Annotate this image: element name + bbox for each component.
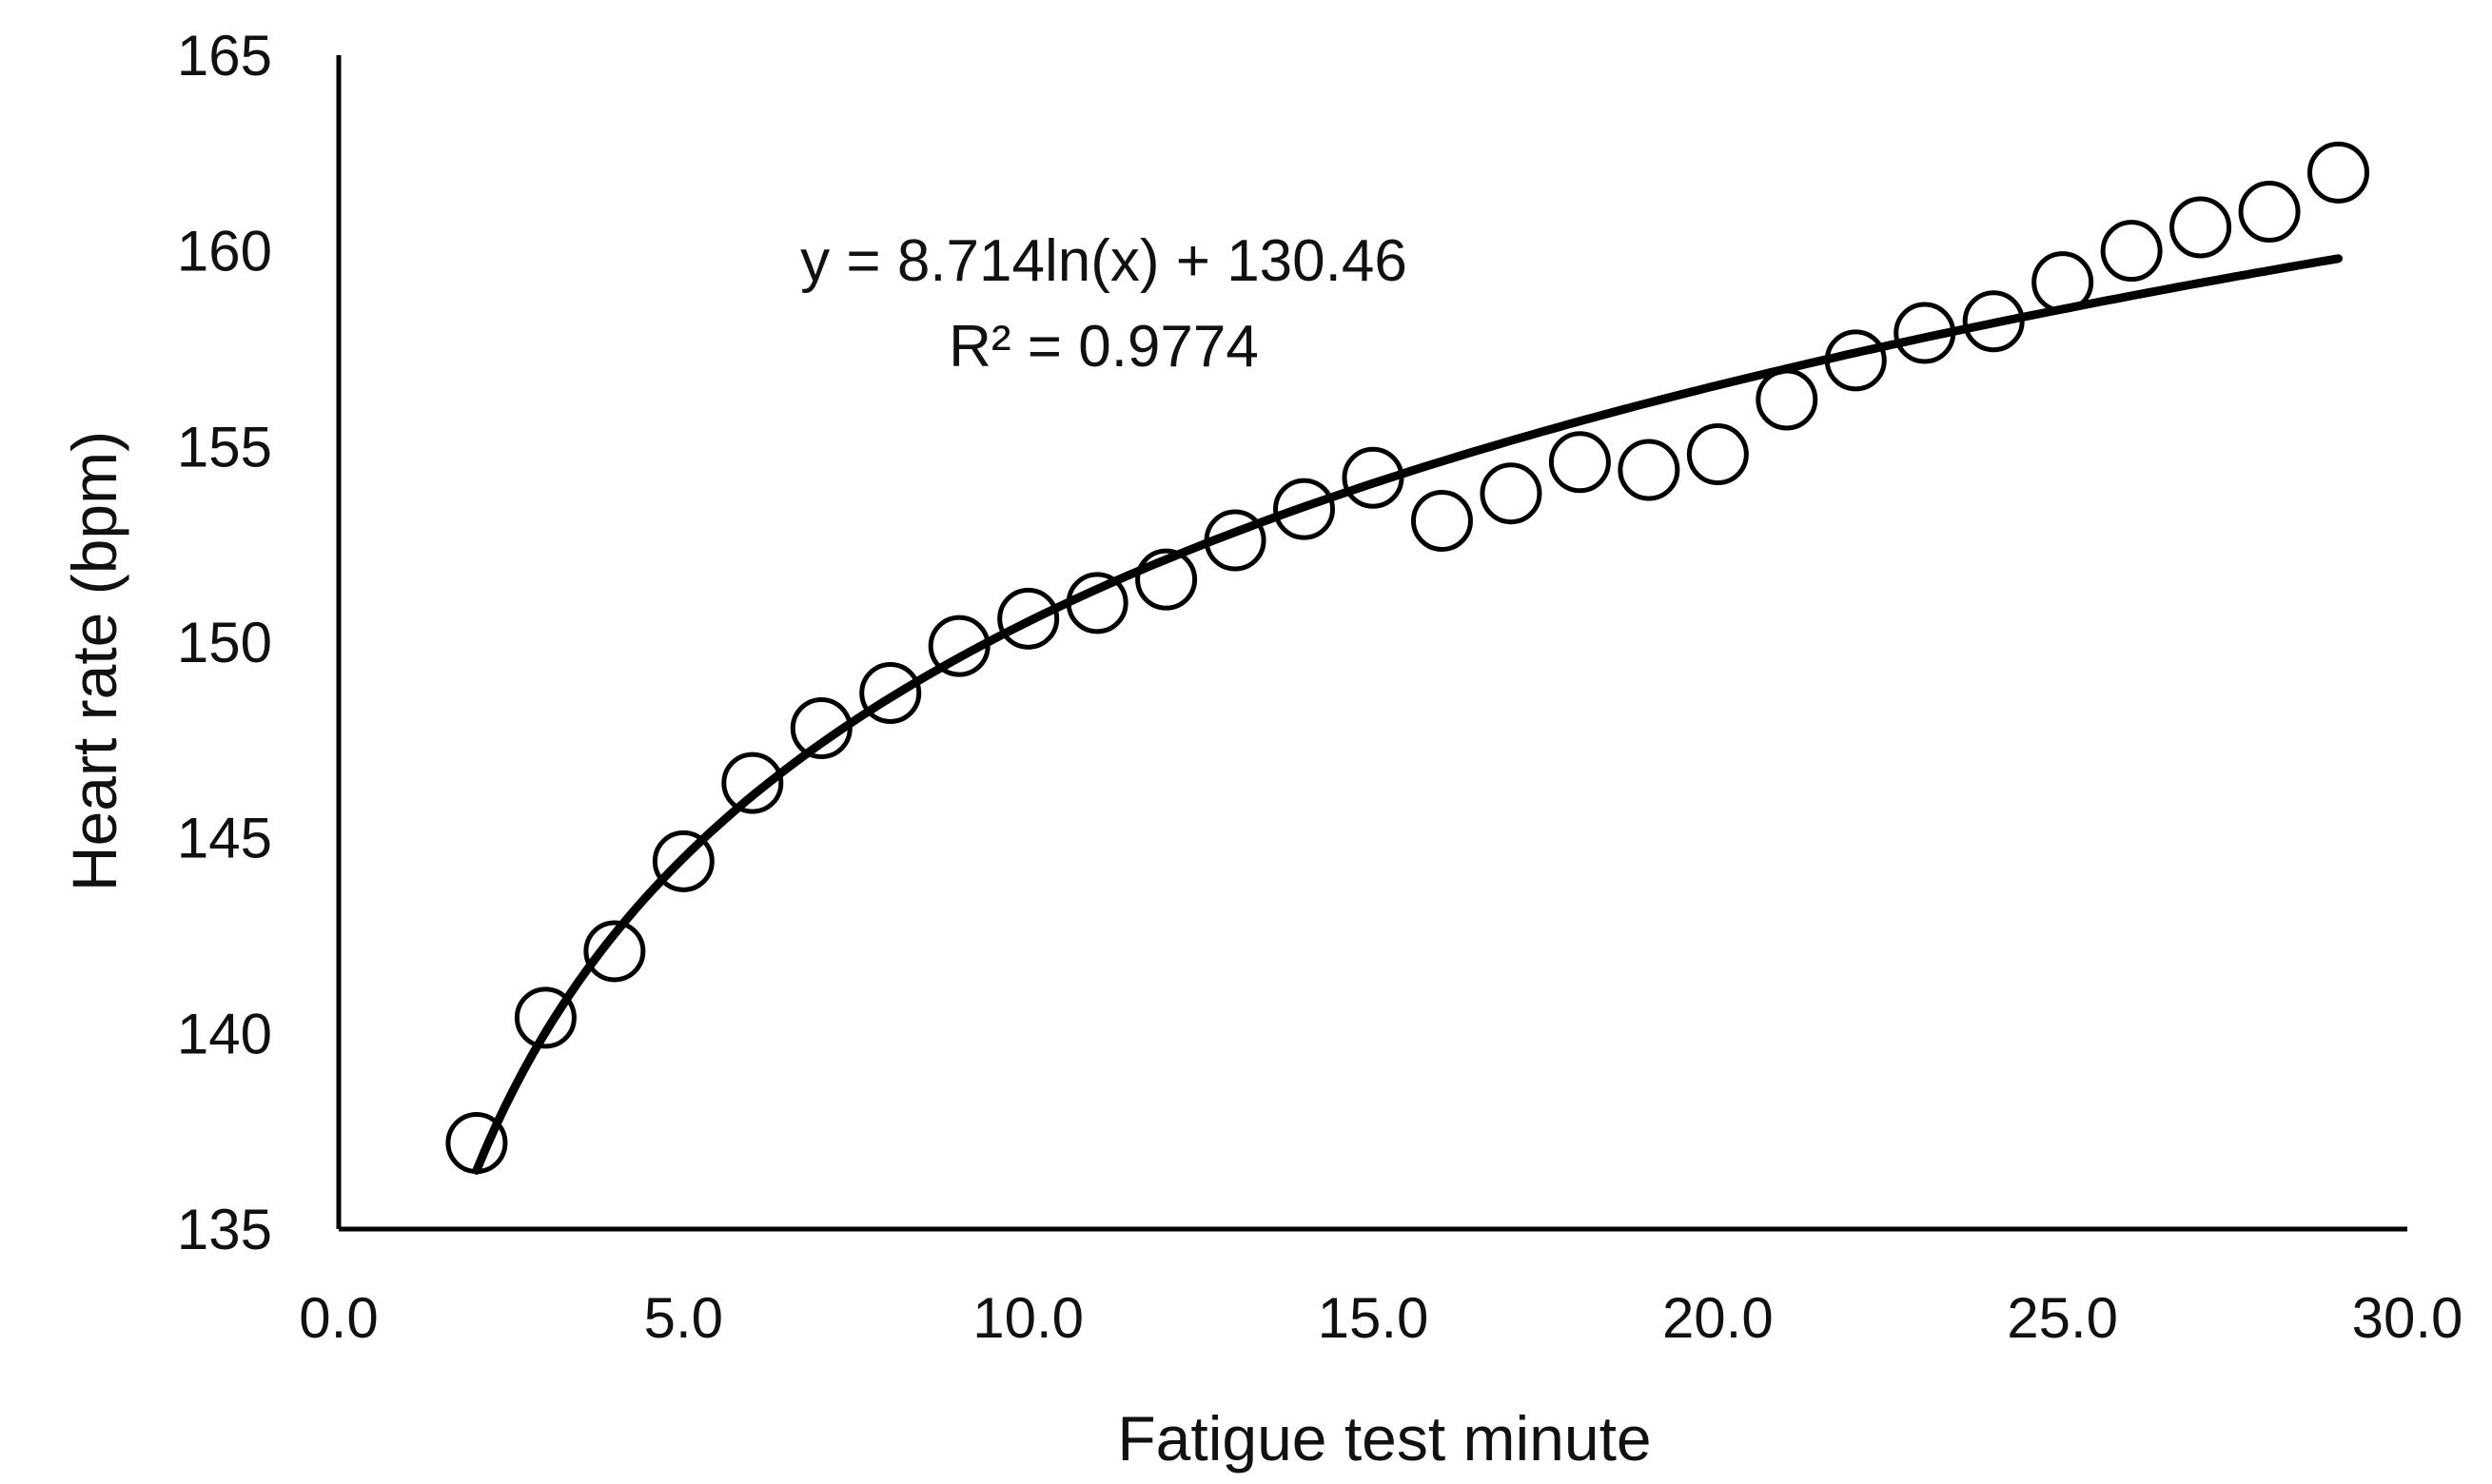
data-point xyxy=(1204,509,1266,572)
x-tick-label: 5.0 xyxy=(644,1286,723,1350)
trendline-r-squared: R² = 0.9774 xyxy=(949,314,1259,380)
y-tick-label: 140 xyxy=(177,1002,272,1065)
data-point xyxy=(2307,141,2370,204)
data-point xyxy=(652,830,715,892)
data-point xyxy=(1618,439,1680,501)
trendline xyxy=(472,254,2343,1175)
y-tick-label: 150 xyxy=(177,611,272,674)
data-point xyxy=(2169,196,2232,259)
data-point xyxy=(1756,368,1818,431)
data-point xyxy=(1410,489,1473,552)
data-point xyxy=(445,1112,508,1175)
data-point xyxy=(1135,548,1198,611)
data-point xyxy=(2238,181,2301,244)
y-tick-label: 165 xyxy=(177,24,272,88)
data-points xyxy=(445,141,2370,1175)
x-tick-label: 20.0 xyxy=(1662,1286,1774,1350)
data-point xyxy=(1962,290,2025,353)
x-tick-label: 15.0 xyxy=(1318,1286,1429,1350)
data-point xyxy=(1273,478,1336,540)
data-point xyxy=(2031,251,2094,314)
data-point xyxy=(790,696,853,759)
data-point xyxy=(2100,220,2163,283)
x-tick-label: 10.0 xyxy=(972,1286,1084,1350)
x-tick-label: 0.0 xyxy=(299,1286,378,1350)
data-point xyxy=(1894,302,1956,364)
x-axis-tick-labels: 0.0 5.0 10.0 15.0 20.0 25.0 30.0 xyxy=(299,1286,2463,1350)
y-axis-title: Heart rate (bpm) xyxy=(59,431,129,891)
y-tick-label: 160 xyxy=(177,220,272,283)
x-tick-label: 30.0 xyxy=(2352,1286,2463,1350)
data-point xyxy=(859,661,922,724)
y-axis-tick-labels: 135 140 145 150 155 160 165 xyxy=(177,24,272,1261)
data-point xyxy=(721,752,784,814)
x-tick-label: 25.0 xyxy=(2007,1286,2118,1350)
data-point xyxy=(583,920,646,983)
y-tick-label: 145 xyxy=(177,807,272,870)
data-point xyxy=(1480,462,1542,525)
data-point xyxy=(1342,446,1404,509)
data-point xyxy=(997,587,1060,650)
data-point xyxy=(514,986,577,1049)
trendline-equation: y = 8.714ln(x) + 130.46 xyxy=(800,228,1407,294)
data-point xyxy=(928,615,991,677)
x-axis-title: Fatigue test minute xyxy=(1117,1403,1651,1474)
data-point xyxy=(1548,431,1611,494)
y-tick-label: 135 xyxy=(177,1198,272,1261)
data-point xyxy=(1066,572,1128,635)
y-tick-label: 155 xyxy=(177,415,272,478)
data-point xyxy=(1824,329,1887,392)
data-point xyxy=(1686,423,1749,486)
